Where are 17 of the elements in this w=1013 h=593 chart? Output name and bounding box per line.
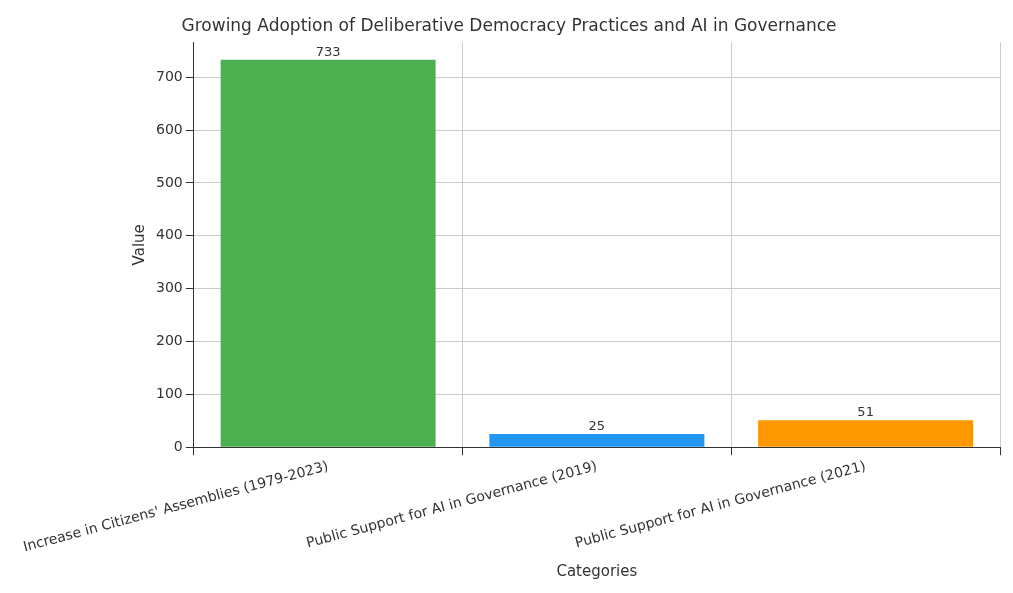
y-tick-label: 300 (155, 279, 183, 296)
y-tick-label: 600 (155, 120, 183, 137)
y-tick-label: 700 (155, 67, 183, 84)
bar (758, 420, 974, 447)
data-label: 733 (315, 43, 341, 59)
x-axis-title: Categories (556, 561, 638, 580)
bar (489, 434, 705, 447)
y-tick-label: 100 (155, 385, 183, 402)
data-label: 25 (588, 417, 606, 433)
chart-title: Growing Adoption of Deliberative Democracy Practices and AI in Governance (181, 14, 837, 35)
y-tick-label: 400 (155, 226, 183, 243)
y-axis-title: Value (129, 224, 148, 266)
bar (220, 59, 436, 447)
y-tick-label: 0 (173, 437, 183, 454)
y-tick-label: 200 (155, 332, 183, 349)
y-tick-label: 500 (155, 173, 183, 190)
data-label: 51 (857, 404, 874, 420)
